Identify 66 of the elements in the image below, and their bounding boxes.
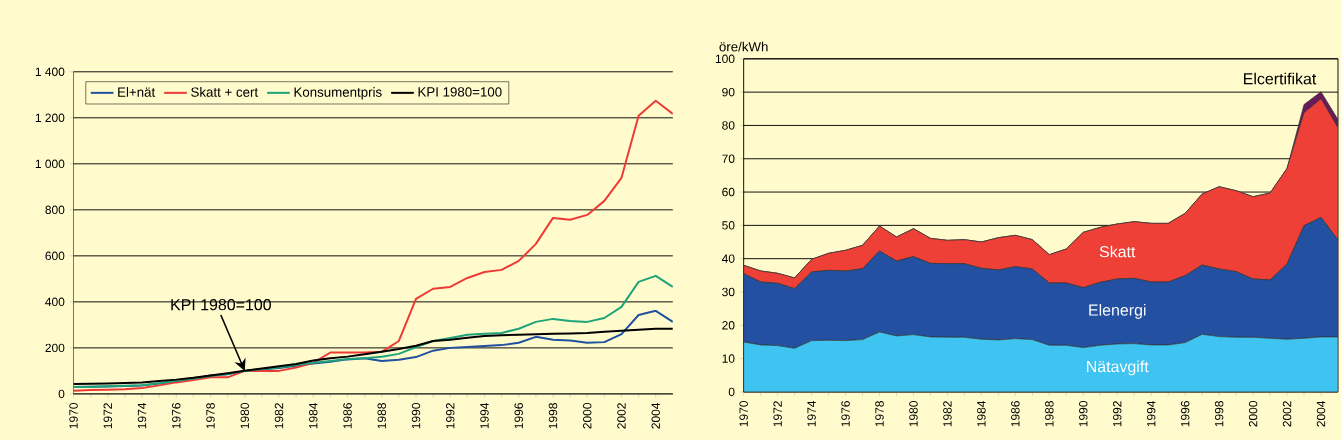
- legend-label: KPI 1980=100: [418, 87, 502, 97]
- y-tick-label: 0: [728, 387, 735, 397]
- x-tick-label: 1970: [69, 403, 78, 429]
- x-tick-label: 1998: [1214, 401, 1224, 427]
- y-tick-label: 0: [58, 389, 65, 399]
- x-tick-label: 1980: [909, 401, 918, 427]
- legend-label: Konsumentpris: [294, 87, 382, 100]
- y-tick-label: 200: [45, 343, 65, 353]
- x-tick-label: 1970: [739, 401, 748, 427]
- x-tick-label: 2002: [1282, 401, 1292, 427]
- x-tick-label: 2004: [651, 403, 660, 429]
- x-tick-label: 1978: [875, 401, 884, 427]
- x-tick-label: 1982: [943, 401, 952, 427]
- x-tick-label: 1978: [206, 403, 215, 429]
- legend-label: El+nät: [118, 87, 156, 97]
- y-tick-label: 1 200: [35, 113, 65, 123]
- series-label: Skatt: [1099, 245, 1136, 258]
- x-tick-label: 1996: [1180, 401, 1190, 427]
- series-label: Elcertifikat: [1244, 72, 1317, 85]
- x-tick-label: 1992: [446, 403, 455, 429]
- x-tick-label: 1988: [377, 403, 386, 429]
- y-tick-label: 90: [722, 88, 735, 97]
- y-tick-label: 50: [722, 221, 735, 230]
- x-tick-label: 1972: [773, 401, 782, 427]
- x-tick-label: 1984: [309, 403, 318, 429]
- y-tick-label: 20: [722, 321, 735, 330]
- y-tick-label: 40: [721, 254, 735, 264]
- y-tick-label: 800: [45, 205, 65, 215]
- x-tick-label: 1992: [1113, 401, 1122, 427]
- x-tick-label: 1976: [172, 403, 181, 429]
- x-tick-label: 2004: [1316, 401, 1326, 427]
- x-tick-label: 1976: [841, 401, 850, 427]
- annotation: KPI 1980=100: [171, 299, 271, 311]
- x-tick-label: 1986: [343, 403, 352, 429]
- y-tick-label: 60: [722, 187, 735, 197]
- x-tick-label: 1972: [103, 403, 113, 429]
- y-tick-label: 100: [715, 54, 735, 64]
- x-tick-label: 1980: [240, 403, 249, 429]
- x-tick-label: 2002: [617, 403, 626, 429]
- x-tick-label: 1988: [1045, 401, 1054, 427]
- x-tick-label: 1982: [274, 403, 284, 429]
- series-label: Elenergi: [1089, 304, 1146, 320]
- x-tick-label: 1974: [807, 401, 816, 427]
- legend-label: Skatt + cert: [191, 87, 259, 97]
- y-tick-label: 1 000: [35, 159, 65, 169]
- y-tick-label: 70: [722, 154, 735, 164]
- series-label: Nätavgift: [1087, 360, 1149, 376]
- y-tick-label: 10: [722, 354, 735, 363]
- x-tick-label: 1996: [514, 403, 523, 429]
- x-tick-label: 1986: [1011, 401, 1020, 427]
- y-tick-label: 80: [722, 121, 735, 130]
- y-tick-label: 30: [722, 287, 735, 297]
- y-tick-label: 400: [45, 297, 65, 307]
- x-tick-label: 1994: [480, 403, 489, 429]
- x-tick-label: 1990: [411, 403, 421, 429]
- x-tick-label: 1994: [1146, 401, 1156, 427]
- x-tick-label: 1990: [1079, 401, 1088, 427]
- x-tick-label: 1984: [977, 401, 986, 427]
- x-tick-label: 1998: [548, 403, 558, 429]
- y-tick-label: 600: [45, 251, 65, 261]
- line-series: [73, 274, 673, 389]
- y-axis-title: öre/kWh: [719, 41, 768, 52]
- x-tick-label: 2000: [1248, 401, 1258, 427]
- x-tick-label: 2000: [582, 403, 592, 429]
- y-tick-label: 1 400: [35, 67, 65, 77]
- x-tick-label: 1974: [137, 403, 147, 429]
